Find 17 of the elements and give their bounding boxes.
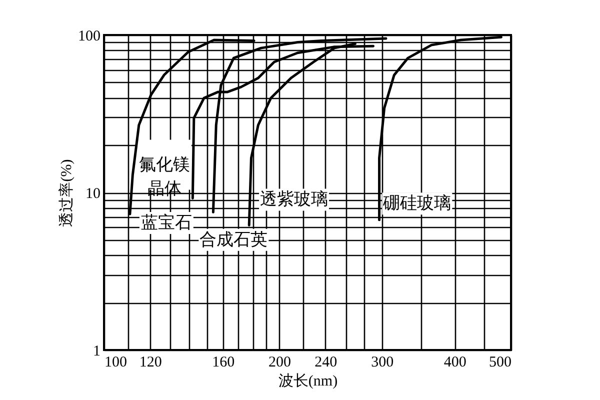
x-tick-label: 500 bbox=[489, 354, 512, 370]
y-tick-label: 10 bbox=[86, 186, 100, 202]
x-tick-label: 300 bbox=[371, 354, 394, 370]
x-tick-label: 100 bbox=[104, 354, 127, 370]
y-tick-label: 1 bbox=[93, 344, 100, 360]
x-tick-label: 240 bbox=[314, 354, 338, 370]
x-tick-label: 400 bbox=[444, 354, 466, 370]
y-axis-title: 透过率(%) bbox=[58, 159, 75, 227]
x-tick-label: 120 bbox=[139, 354, 162, 370]
series-label: 蓝宝石 bbox=[140, 213, 192, 232]
series-label: 透紫玻璃 bbox=[260, 190, 328, 209]
series-label: 硼硅玻璃 bbox=[382, 194, 452, 213]
y-tick-label: 100 bbox=[78, 28, 100, 44]
x-tick-label: 160 bbox=[212, 354, 235, 370]
series-label: 合成石英 bbox=[200, 230, 268, 249]
x-tick-label: 200 bbox=[268, 354, 292, 370]
x-axis-title: 波长(nm) bbox=[278, 372, 338, 390]
